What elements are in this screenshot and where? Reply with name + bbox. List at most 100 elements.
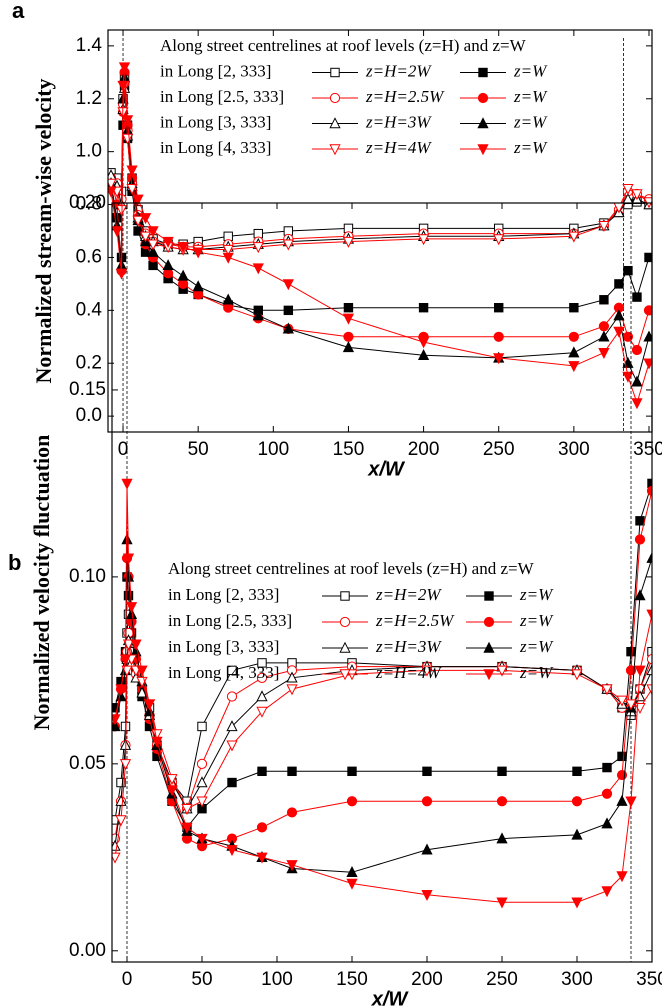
marker: [346, 878, 358, 890]
marker: [115, 815, 127, 827]
marker: [196, 833, 208, 845]
legend-label: z=H=2.5W: [375, 611, 455, 630]
marker: [226, 845, 238, 857]
marker: [151, 736, 163, 748]
marker: [477, 144, 489, 156]
marker: [598, 221, 610, 233]
marker: [568, 231, 580, 243]
marker: [166, 774, 178, 786]
marker: [118, 62, 131, 74]
legend-group: in Long [3, 333]: [160, 112, 271, 131]
marker: [613, 309, 625, 321]
marker: [282, 279, 294, 291]
marker: [136, 665, 148, 677]
legend-label: z=W: [513, 87, 548, 106]
marker: [121, 665, 133, 677]
x-tick-label: 350: [636, 969, 662, 990]
marker: [252, 263, 264, 275]
marker: [222, 293, 234, 305]
marker: [282, 239, 294, 251]
marker: [477, 92, 489, 104]
legend-label: z=H=3W: [365, 112, 432, 131]
marker: [117, 80, 129, 92]
marker: [130, 639, 142, 651]
marker: [646, 551, 652, 563]
marker: [162, 259, 174, 271]
marker: [126, 183, 138, 195]
marker: [196, 796, 208, 808]
x-tick-label: 200: [408, 439, 440, 460]
marker: [181, 804, 193, 816]
marker: [496, 796, 508, 807]
marker: [286, 684, 298, 696]
marker: [568, 361, 580, 373]
marker: [339, 641, 351, 653]
marker: [115, 690, 127, 702]
x-tick-label: 200: [411, 969, 443, 990]
legend-group: in Long [4, 333]: [168, 663, 279, 682]
y-tick-label: 0.10: [69, 566, 106, 587]
marker: [569, 302, 579, 313]
marker: [122, 553, 135, 565]
marker: [257, 658, 267, 668]
marker: [643, 305, 652, 316]
marker: [139, 213, 152, 225]
marker: [116, 777, 126, 788]
legend-label: z=H=4W: [375, 663, 442, 682]
marker: [634, 589, 646, 601]
legend-label: z=H=3W: [375, 637, 442, 656]
x-tick-label: 50: [191, 969, 212, 990]
legend-label: z=W: [513, 61, 548, 80]
y-tick-label: 0.20: [69, 192, 106, 213]
marker: [339, 669, 351, 681]
legend-group: in Long [3, 333]: [168, 637, 279, 656]
marker: [571, 796, 583, 807]
legend-label: z=H=2W: [365, 61, 432, 80]
y-tick-label: 0.6: [76, 246, 102, 267]
marker: [342, 313, 355, 325]
marker: [287, 766, 297, 777]
legend-label: z=W: [513, 112, 548, 131]
marker: [121, 115, 134, 127]
marker: [121, 478, 133, 490]
marker: [256, 852, 268, 864]
marker: [493, 234, 505, 246]
marker: [329, 92, 341, 104]
marker: [177, 269, 189, 281]
y-tick-label: 1.2: [76, 88, 102, 109]
marker: [119, 759, 132, 771]
x-tick-label: 150: [336, 969, 368, 990]
series-group: [108, 62, 652, 410]
marker: [613, 326, 625, 338]
marker: [111, 226, 123, 238]
marker: [346, 796, 358, 807]
marker: [625, 796, 637, 808]
marker: [181, 822, 193, 834]
marker: [196, 758, 208, 769]
x-tick-label: 250: [486, 969, 518, 990]
marker: [286, 807, 298, 818]
marker: [616, 695, 628, 707]
marker: [422, 766, 432, 777]
marker: [132, 215, 144, 227]
marker: [477, 117, 489, 129]
marker: [623, 265, 633, 276]
marker: [340, 591, 350, 601]
legend-label: z=W: [519, 611, 554, 630]
marker: [646, 609, 652, 621]
marker: [598, 330, 610, 342]
legend-label: z=W: [519, 585, 554, 604]
marker: [568, 331, 579, 342]
marker: [329, 144, 341, 156]
marker: [421, 889, 433, 901]
marker: [197, 721, 207, 732]
marker: [631, 344, 643, 356]
marker: [421, 796, 433, 807]
marker: [162, 236, 174, 248]
legend-title: Along street centrelines at roof levels …: [160, 36, 527, 55]
marker: [192, 247, 204, 259]
marker: [151, 729, 163, 741]
x-tick-label: 50: [188, 439, 209, 460]
marker: [256, 822, 268, 833]
x-tick-label: 300: [561, 969, 593, 990]
